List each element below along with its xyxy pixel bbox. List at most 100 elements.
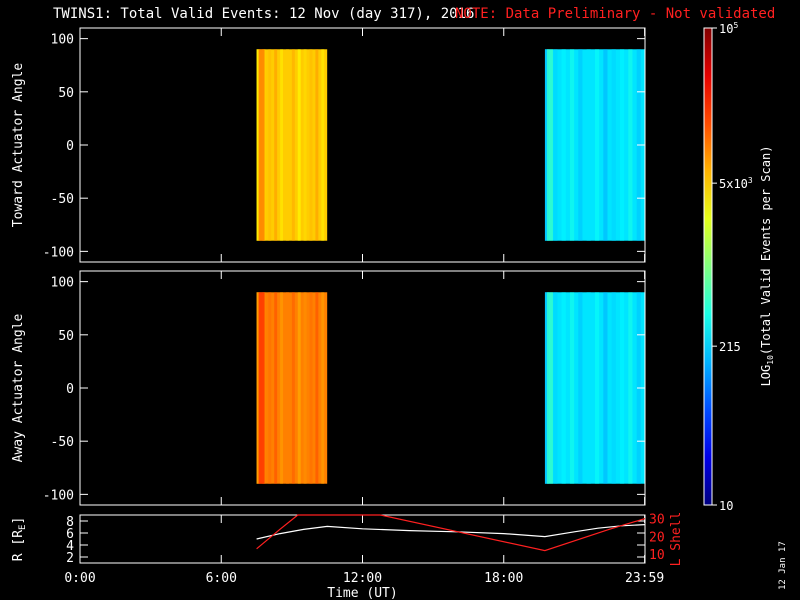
colorbar-tick-label: 215 — [719, 340, 741, 354]
y-tick-label: 50 — [58, 86, 74, 101]
panel-2: 100 50 0 -50 -100 Away Actuator Angle — [11, 270, 646, 506]
x-tick-label: 0:00 — [64, 571, 95, 586]
heatmap-streak — [309, 49, 313, 241]
colorbar-tick-base: 10 — [719, 499, 733, 513]
y-tick-label: 100 — [51, 276, 74, 291]
heatmap-edge — [258, 292, 265, 484]
heatmap-streak — [594, 292, 600, 484]
heatmap-streak — [297, 292, 301, 484]
x-axis-label: Time (UT) — [327, 586, 397, 600]
data-note: NOTE: Data Preliminary - Not validated — [455, 6, 776, 22]
colorbar-tick-base: 215 — [719, 340, 741, 354]
heatmap-streak — [291, 49, 295, 241]
heatmap-streak — [280, 49, 284, 241]
y-tick-label: 0 — [66, 382, 74, 397]
y-label-sub: E — [18, 525, 28, 530]
heatmap-streak — [594, 49, 600, 241]
colorbar-tick-label: 105 — [719, 21, 738, 36]
heatmap-streak — [315, 49, 319, 241]
heatmap-streak — [315, 292, 319, 484]
heatmap-streak — [603, 49, 608, 241]
y-label-main: R [R — [11, 530, 26, 561]
chart-title: TWINS1: Total Valid Events: 12 Nov (day … — [53, 6, 475, 22]
heatmap-edge — [546, 292, 553, 484]
heatmap-streak — [603, 292, 608, 484]
heatmap-streak — [611, 49, 616, 241]
colorbar-tick-label: 10 — [719, 499, 733, 513]
y-tick-label: -100 — [43, 245, 74, 260]
heatmap-streak — [268, 49, 272, 241]
heatmap-edge — [546, 49, 553, 241]
heatmap-streak — [274, 292, 278, 484]
y-tick-label: 0 — [66, 139, 74, 154]
heatmap-streak — [586, 49, 591, 241]
heatmap-streak — [628, 49, 633, 241]
heatmap-streak — [309, 292, 313, 484]
y-axis-label: R [RE] — [11, 517, 28, 562]
heatmap-streak — [619, 292, 625, 484]
colorbar-label-sub: 10 — [766, 355, 775, 365]
heatmap-streak — [561, 49, 566, 241]
heatmap-streak — [569, 292, 575, 484]
y-tick-label: 2 — [66, 551, 74, 566]
heatmap-streak — [611, 292, 616, 484]
colorbar-tick-exp: 5 — [733, 21, 738, 30]
y-label-end: ] — [11, 517, 26, 525]
heatmap-streak — [628, 292, 633, 484]
heatmap-streak — [553, 49, 558, 241]
x-tick-label: 12:00 — [343, 571, 382, 586]
heatmap-streak — [297, 49, 301, 241]
heatmap-streak — [321, 292, 325, 484]
heatmap-streak — [274, 49, 278, 241]
heatmap-edge — [258, 49, 265, 241]
y-tick-label: -50 — [51, 435, 74, 450]
heatmap-streak — [578, 292, 583, 484]
y-axis-label: Toward Actuator Angle — [11, 63, 26, 228]
heatmap-streak — [569, 49, 575, 241]
colorbar-tick-exp: 3 — [748, 176, 753, 185]
x-tick-label: 23:59 — [625, 571, 664, 586]
y2-tick-label: 20 — [649, 530, 665, 545]
colorbar-label-post: (Total Valid Events per Scan) — [759, 146, 773, 356]
colorbar-scale — [703, 27, 713, 506]
lshell-line — [256, 514, 646, 552]
y-tick-label: -100 — [43, 488, 74, 503]
y2-tick-label: 10 — [649, 548, 665, 563]
heatmap-streak — [586, 292, 591, 484]
heatmap-streak — [268, 292, 272, 484]
heatmap-streak — [321, 49, 325, 241]
y-tick-label: 8 — [66, 515, 74, 530]
y2-axis-label: L Shell — [669, 512, 684, 567]
heatmap-streak — [619, 49, 625, 241]
y-tick-label: -50 — [51, 192, 74, 207]
heatmap-streak — [561, 292, 566, 484]
heatmap-streak — [303, 292, 307, 484]
heatmap-streak — [256, 292, 260, 484]
heatmap-streak — [285, 292, 289, 484]
colorbar-tick-label: 5x103 — [719, 176, 753, 191]
heatmap-streak — [553, 292, 558, 484]
y-tick-label: 100 — [51, 33, 74, 48]
title-bar: TWINS1: Total Valid Events: 12 Nov (day … — [0, 0, 800, 28]
heatmap-streak — [256, 49, 260, 241]
date-stamp: 12 Jan 17 — [778, 541, 788, 590]
y-tick-label: 4 — [66, 539, 74, 554]
y-tick-label: 6 — [66, 527, 74, 542]
y-axis-label: Away Actuator Angle — [11, 313, 26, 462]
heatmap-streak — [280, 292, 284, 484]
heatmap-streak — [285, 49, 289, 241]
colorbar-label: LOG10(Total Valid Events per Scan) — [759, 146, 775, 387]
x-tick-label: 6:00 — [206, 571, 237, 586]
y2-tick-label: 30 — [649, 513, 665, 528]
heatmap-streak — [303, 49, 307, 241]
heatmap-streak — [578, 49, 583, 241]
colorbar-label-pre: LOG — [759, 365, 773, 387]
heatmap-streak — [291, 292, 295, 484]
panel-1: 100 50 0 -50 -100 Toward Actuator Angle — [11, 27, 646, 263]
y-tick-label: 50 — [58, 329, 74, 344]
x-tick-label: 18:00 — [484, 571, 523, 586]
colorbar-tick-base: 10 — [719, 22, 733, 36]
